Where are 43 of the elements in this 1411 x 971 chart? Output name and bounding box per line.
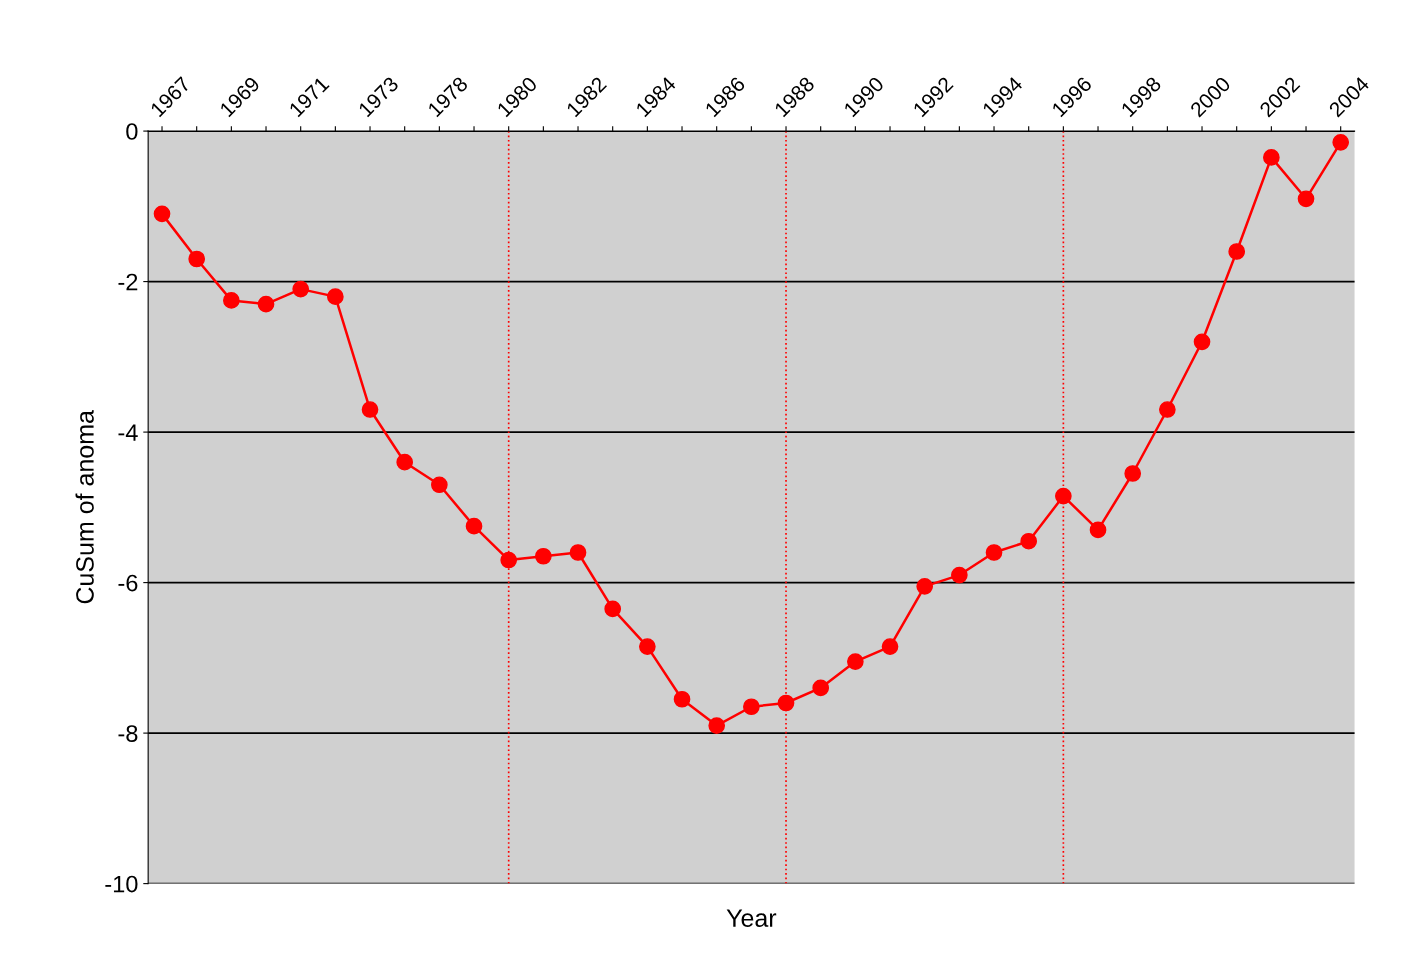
point — [1124, 465, 1142, 482]
point — [257, 295, 275, 313]
point — [153, 205, 171, 223]
point — [1297, 190, 1315, 208]
point — [951, 566, 968, 584]
point — [777, 694, 795, 712]
x-axis-title: Year — [726, 909, 777, 927]
point — [223, 292, 240, 309]
point — [569, 544, 587, 561]
point — [1193, 333, 1211, 351]
point — [500, 551, 518, 569]
point — [431, 476, 448, 494]
point — [847, 653, 864, 670]
point — [1055, 487, 1072, 505]
point — [1228, 243, 1246, 260]
y-tick-label: -4 — [118, 424, 138, 441]
point — [639, 638, 656, 655]
y-tick-label: 0 — [126, 123, 138, 140]
y-axis-title: CuSum of anoma — [75, 410, 94, 604]
point — [1263, 149, 1280, 166]
point — [1332, 134, 1350, 151]
point — [292, 280, 310, 298]
point — [812, 679, 830, 697]
point — [535, 547, 552, 565]
point — [708, 717, 726, 734]
y-tick-label: -6 — [118, 574, 138, 592]
point — [1089, 521, 1107, 539]
point — [188, 250, 206, 268]
point — [1159, 401, 1176, 418]
y-tick-label: -2 — [118, 273, 138, 291]
point — [916, 578, 934, 595]
point — [465, 517, 483, 535]
point — [881, 638, 899, 655]
point — [1020, 532, 1038, 550]
y-tick-label: -10 — [105, 875, 138, 893]
point — [985, 544, 1003, 561]
point — [743, 698, 760, 716]
point — [396, 453, 414, 471]
point — [673, 690, 691, 708]
point — [604, 600, 622, 618]
point — [327, 288, 344, 305]
y-tick-label: -8 — [118, 725, 138, 742]
point — [361, 401, 379, 418]
